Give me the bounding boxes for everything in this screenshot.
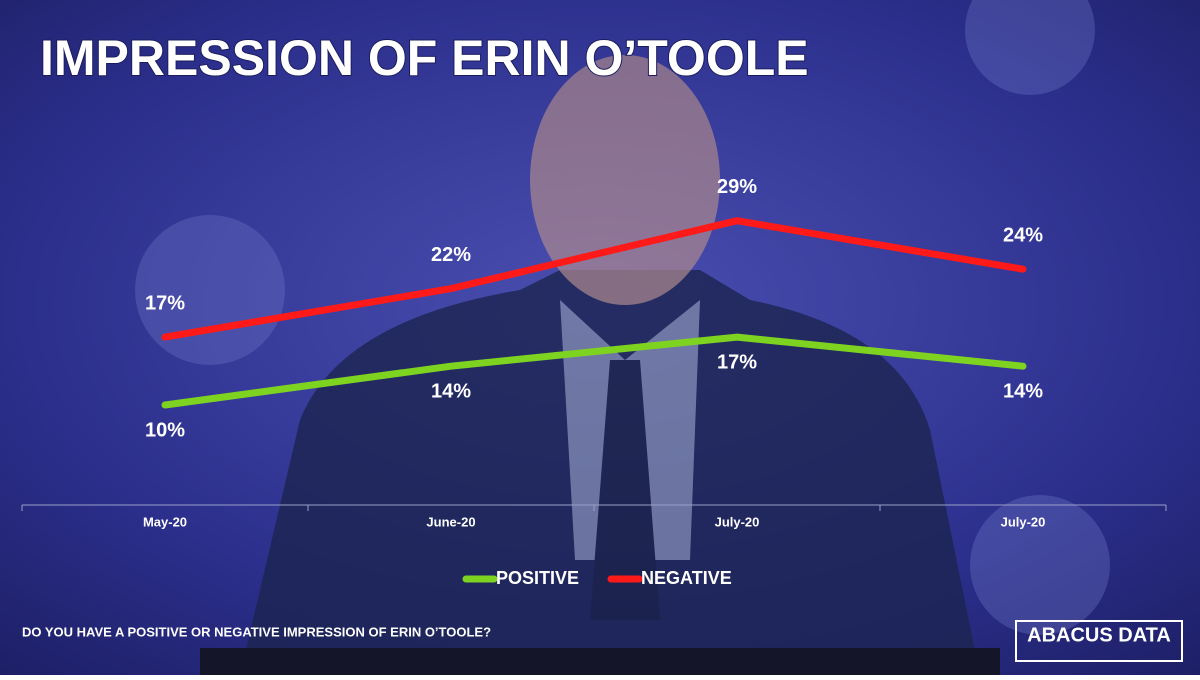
series-line: [161, 217, 1027, 341]
bg-logo: [135, 215, 285, 365]
footnote: DO YOU HAVE A POSITIVE OR NEGATIVE IMPRE…: [22, 624, 491, 639]
legend-label: POSITIVE: [496, 568, 579, 588]
data-label: 17%: [145, 292, 185, 314]
bg-logo: [970, 495, 1110, 635]
logo: ABACUS DATA: [1027, 624, 1171, 646]
x-tick-label: May-20: [143, 514, 187, 529]
bg-logo: [965, 0, 1095, 95]
legend-label: NEGATIVE: [641, 568, 732, 588]
data-label: 14%: [1003, 380, 1043, 402]
data-label: 29%: [717, 176, 757, 198]
data-label: 22%: [431, 244, 471, 266]
data-label: 24%: [1003, 224, 1043, 246]
podium: [200, 648, 1000, 675]
data-label: 10%: [145, 419, 185, 441]
x-tick-label: July-20: [715, 514, 760, 529]
series-line: [161, 333, 1027, 409]
data-label: 17%: [717, 351, 757, 373]
chart-title: IMPRESSION OF ERIN O’TOOLE: [40, 30, 809, 86]
data-label: 14%: [431, 380, 471, 402]
logo-box: [1015, 620, 1183, 662]
x-tick-label: July-20: [1001, 514, 1046, 529]
x-tick-label: June-20: [426, 514, 475, 529]
